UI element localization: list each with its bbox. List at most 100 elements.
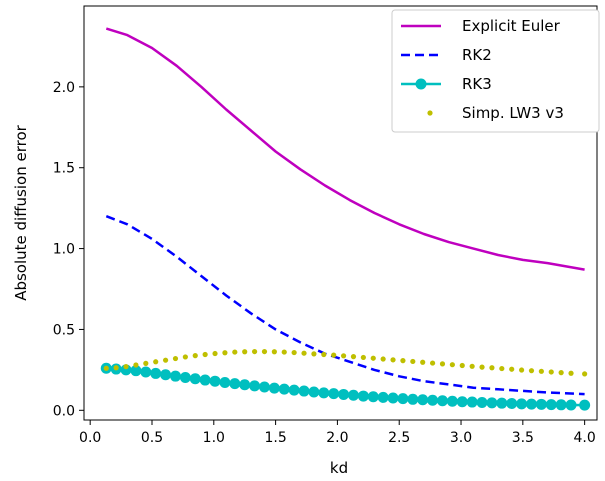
series-point-rk3 (377, 391, 389, 403)
series-point-rk3 (258, 381, 270, 393)
legend-label-rk2: RK2 (462, 46, 492, 64)
x-axis-ticks: 0.0 0.5 1.0 1.5 2.0 2.5 3.0 3.5 4.0 (79, 420, 596, 446)
series-point-simp-lw3-v3 (281, 349, 287, 355)
series-point-rk3 (288, 384, 300, 396)
series-point-rk3 (436, 395, 448, 407)
series-point-rk3 (209, 375, 221, 387)
series-point-rk3 (486, 397, 498, 409)
series-point-rk3 (199, 374, 211, 386)
series-point-rk3 (328, 388, 340, 400)
legend-label-simp-lw3-v3: Simp. LW3 v3 (462, 104, 564, 122)
y-axis-ticks: 0.0 0.5 1.0 1.5 2.0 (53, 80, 84, 419)
series-point-rk3 (466, 396, 478, 408)
series-point-rk3 (525, 398, 537, 410)
series-point-simp-lw3-v3 (153, 359, 159, 365)
series-point-simp-lw3-v3 (242, 349, 248, 355)
series-point-simp-lw3-v3 (172, 355, 179, 362)
series-point-rk3 (496, 397, 508, 409)
y-tick-label: 1.5 (53, 161, 75, 177)
series-point-simp-lw3-v3 (479, 364, 485, 370)
series-point-simp-lw3-v3 (113, 365, 119, 371)
series-point-rk3 (278, 383, 290, 395)
series-point-simp-lw3-v3 (301, 350, 307, 356)
series-point-simp-lw3-v3 (509, 366, 515, 372)
plot-frame (83, 5, 598, 421)
series-point-rk3 (516, 398, 528, 410)
series-point-simp-lw3-v3 (518, 367, 525, 373)
x-tick-label: 1.5 (264, 430, 286, 446)
legend-swatch-rk3-marker (415, 78, 427, 90)
x-tick-label: 3.0 (450, 430, 472, 446)
series-point-rk3 (268, 382, 280, 394)
series-point-simp-lw3-v3 (400, 358, 406, 364)
series-point-simp-lw3-v3 (202, 351, 208, 358)
series-point-simp-lw3-v3 (390, 357, 396, 363)
series-point-rk3 (545, 399, 557, 411)
series-point-simp-lw3-v3 (261, 348, 268, 355)
series-point-simp-lw3-v3 (469, 363, 475, 369)
series-point-rk3 (387, 392, 399, 404)
series-point-simp-lw3-v3 (311, 351, 317, 357)
series-point-rk3 (150, 367, 162, 379)
series-point-simp-lw3-v3 (410, 358, 416, 365)
x-axis-label: kd (330, 459, 348, 477)
legend-box (391, 9, 600, 133)
legend-entry-simp-lw3-v3: Simp. LW3 v3 (427, 104, 564, 122)
series-point-rk3 (506, 398, 518, 410)
series-point-rk3 (446, 395, 458, 407)
legend-label-explicit-euler: Explicit Euler (462, 17, 561, 35)
series-point-rk3 (249, 380, 261, 392)
series-point-rk3 (338, 388, 350, 400)
series-point-simp-lw3-v3 (143, 360, 149, 366)
series-point-rk3 (308, 386, 320, 398)
series-point-rk3 (347, 389, 359, 401)
plot-lines (100, 27, 591, 411)
series-point-simp-lw3-v3 (162, 357, 169, 363)
series-point-simp-lw3-v3 (291, 349, 297, 356)
series-point-rk3 (476, 397, 488, 409)
series-point-rk3 (130, 365, 142, 377)
series-point-rk3 (397, 393, 409, 405)
y-tick-label: 0.5 (53, 322, 75, 338)
series-point-simp-lw3-v3 (380, 356, 386, 362)
series-point-rk3 (189, 373, 201, 385)
series-line-rk2 (105, 215, 585, 396)
series-point-simp-lw3-v3 (499, 365, 505, 372)
series-point-simp-lw3-v3 (370, 355, 376, 361)
series-point-simp-lw3-v3 (251, 348, 258, 355)
series-point-simp-lw3-v3 (133, 362, 139, 368)
series-point-simp-lw3-v3 (350, 354, 357, 360)
series-point-simp-lw3-v3 (582, 371, 588, 377)
x-tick-label: 2.5 (388, 430, 410, 446)
series-point-simp-lw3-v3 (538, 368, 544, 374)
x-tick-label: 4.0 (574, 430, 596, 446)
x-tick-label: 2.0 (326, 430, 348, 446)
x-tick-label: 0.5 (141, 430, 163, 446)
legend-entry-rk3: RK3 (401, 75, 492, 93)
series-point-simp-lw3-v3 (321, 351, 327, 358)
series-point-rk3 (417, 394, 429, 406)
series-point-simp-lw3-v3 (182, 354, 188, 360)
y-tick-label: 0.0 (53, 403, 75, 419)
series-point-simp-lw3-v3 (360, 354, 366, 361)
series-point-rk3 (367, 391, 379, 403)
series-point-simp-lw3-v3 (420, 359, 426, 365)
x-tick-label: 1.0 (203, 430, 225, 446)
series-point-rk3 (219, 376, 231, 388)
series-point-rk3 (140, 366, 152, 378)
series-point-simp-lw3-v3 (558, 370, 564, 376)
y-axis-label: Absolute diffusion error (12, 124, 30, 300)
series-point-simp-lw3-v3 (548, 369, 554, 375)
legend-entry-rk2: RK2 (401, 46, 492, 64)
series-point-simp-lw3-v3 (429, 360, 436, 366)
y-tick-label: 1.0 (53, 242, 75, 258)
series-point-simp-lw3-v3 (568, 370, 574, 376)
series-point-rk3 (357, 390, 369, 402)
series-line-explicit-euler (105, 27, 585, 271)
series-point-rk3 (579, 399, 591, 411)
series-point-rk3 (456, 396, 468, 408)
series-point-simp-lw3-v3 (331, 352, 337, 358)
series-point-simp-lw3-v3 (212, 350, 218, 357)
legend-label-rk3: RK3 (462, 75, 492, 93)
